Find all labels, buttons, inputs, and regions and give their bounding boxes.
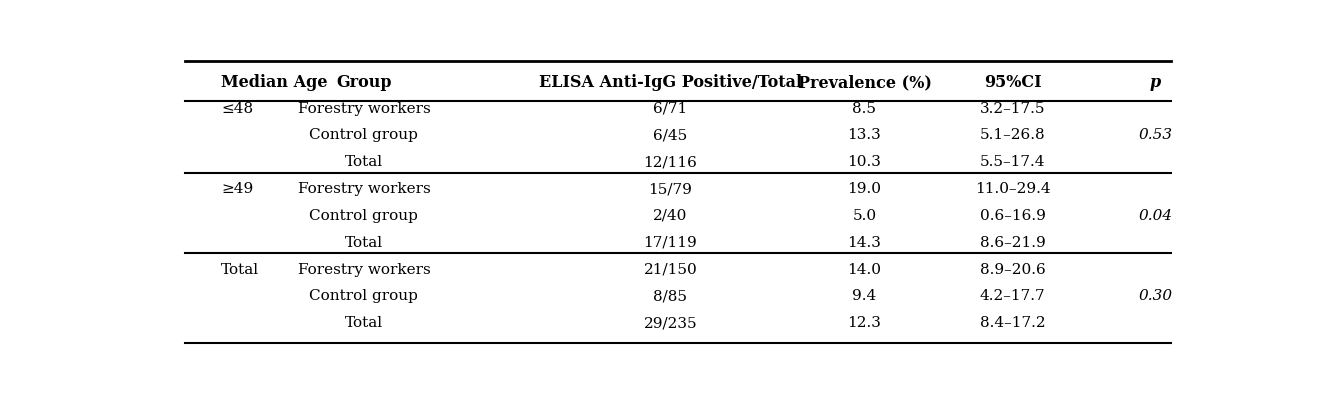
Text: 8.5: 8.5 bbox=[853, 101, 876, 116]
Text: 0.04: 0.04 bbox=[1139, 209, 1173, 223]
Text: 5.0: 5.0 bbox=[853, 209, 876, 223]
Text: 8.4–17.2: 8.4–17.2 bbox=[979, 316, 1045, 330]
Text: 8.9–20.6: 8.9–20.6 bbox=[979, 263, 1045, 276]
Text: Control group: Control group bbox=[310, 289, 418, 303]
Text: Total: Total bbox=[345, 236, 384, 249]
Text: 2/40: 2/40 bbox=[654, 209, 688, 223]
Text: 12.3: 12.3 bbox=[847, 316, 882, 330]
Text: 95%CI: 95%CI bbox=[983, 74, 1041, 91]
Text: Total: Total bbox=[345, 155, 384, 169]
Text: 6/45: 6/45 bbox=[654, 128, 688, 142]
Text: Total: Total bbox=[221, 263, 260, 276]
Text: 14.0: 14.0 bbox=[847, 263, 882, 276]
Text: 8/85: 8/85 bbox=[654, 289, 688, 303]
Text: Forestry workers: Forestry workers bbox=[298, 101, 430, 116]
Text: ≤48: ≤48 bbox=[221, 101, 253, 116]
Text: 5.1–26.8: 5.1–26.8 bbox=[979, 128, 1045, 142]
Text: 9.4: 9.4 bbox=[853, 289, 876, 303]
Text: 13.3: 13.3 bbox=[847, 128, 882, 142]
Text: 29/235: 29/235 bbox=[643, 316, 697, 330]
Text: 5.5–17.4: 5.5–17.4 bbox=[979, 155, 1045, 169]
Text: 0.53: 0.53 bbox=[1139, 128, 1173, 142]
Text: Control group: Control group bbox=[310, 128, 418, 142]
Text: Forestry workers: Forestry workers bbox=[298, 263, 430, 276]
Text: 6/71: 6/71 bbox=[654, 101, 688, 116]
Text: 4.2–17.7: 4.2–17.7 bbox=[979, 289, 1045, 303]
Text: Total: Total bbox=[345, 316, 384, 330]
Text: Prevalence (%): Prevalence (%) bbox=[797, 74, 932, 91]
Text: p: p bbox=[1149, 74, 1161, 91]
Text: 3.2–17.5: 3.2–17.5 bbox=[979, 101, 1045, 116]
Text: 12/116: 12/116 bbox=[643, 155, 697, 169]
Text: 21/150: 21/150 bbox=[643, 263, 697, 276]
Text: Group: Group bbox=[336, 74, 391, 91]
Text: Forestry workers: Forestry workers bbox=[298, 182, 430, 196]
Text: 17/119: 17/119 bbox=[643, 236, 697, 249]
Text: 8.6–21.9: 8.6–21.9 bbox=[979, 236, 1045, 249]
Text: ≥49: ≥49 bbox=[221, 182, 253, 196]
Text: 19.0: 19.0 bbox=[847, 182, 882, 196]
Text: 14.3: 14.3 bbox=[847, 236, 882, 249]
Text: 11.0–29.4: 11.0–29.4 bbox=[975, 182, 1050, 196]
Text: 15/79: 15/79 bbox=[648, 182, 692, 196]
Text: Control group: Control group bbox=[310, 209, 418, 223]
Text: 10.3: 10.3 bbox=[847, 155, 882, 169]
Text: ELISA Anti-IgG Positive/Total: ELISA Anti-IgG Positive/Total bbox=[539, 74, 801, 91]
Text: Median Age: Median Age bbox=[221, 74, 327, 91]
Text: 0.6–16.9: 0.6–16.9 bbox=[979, 209, 1045, 223]
Text: 0.30: 0.30 bbox=[1139, 289, 1173, 303]
